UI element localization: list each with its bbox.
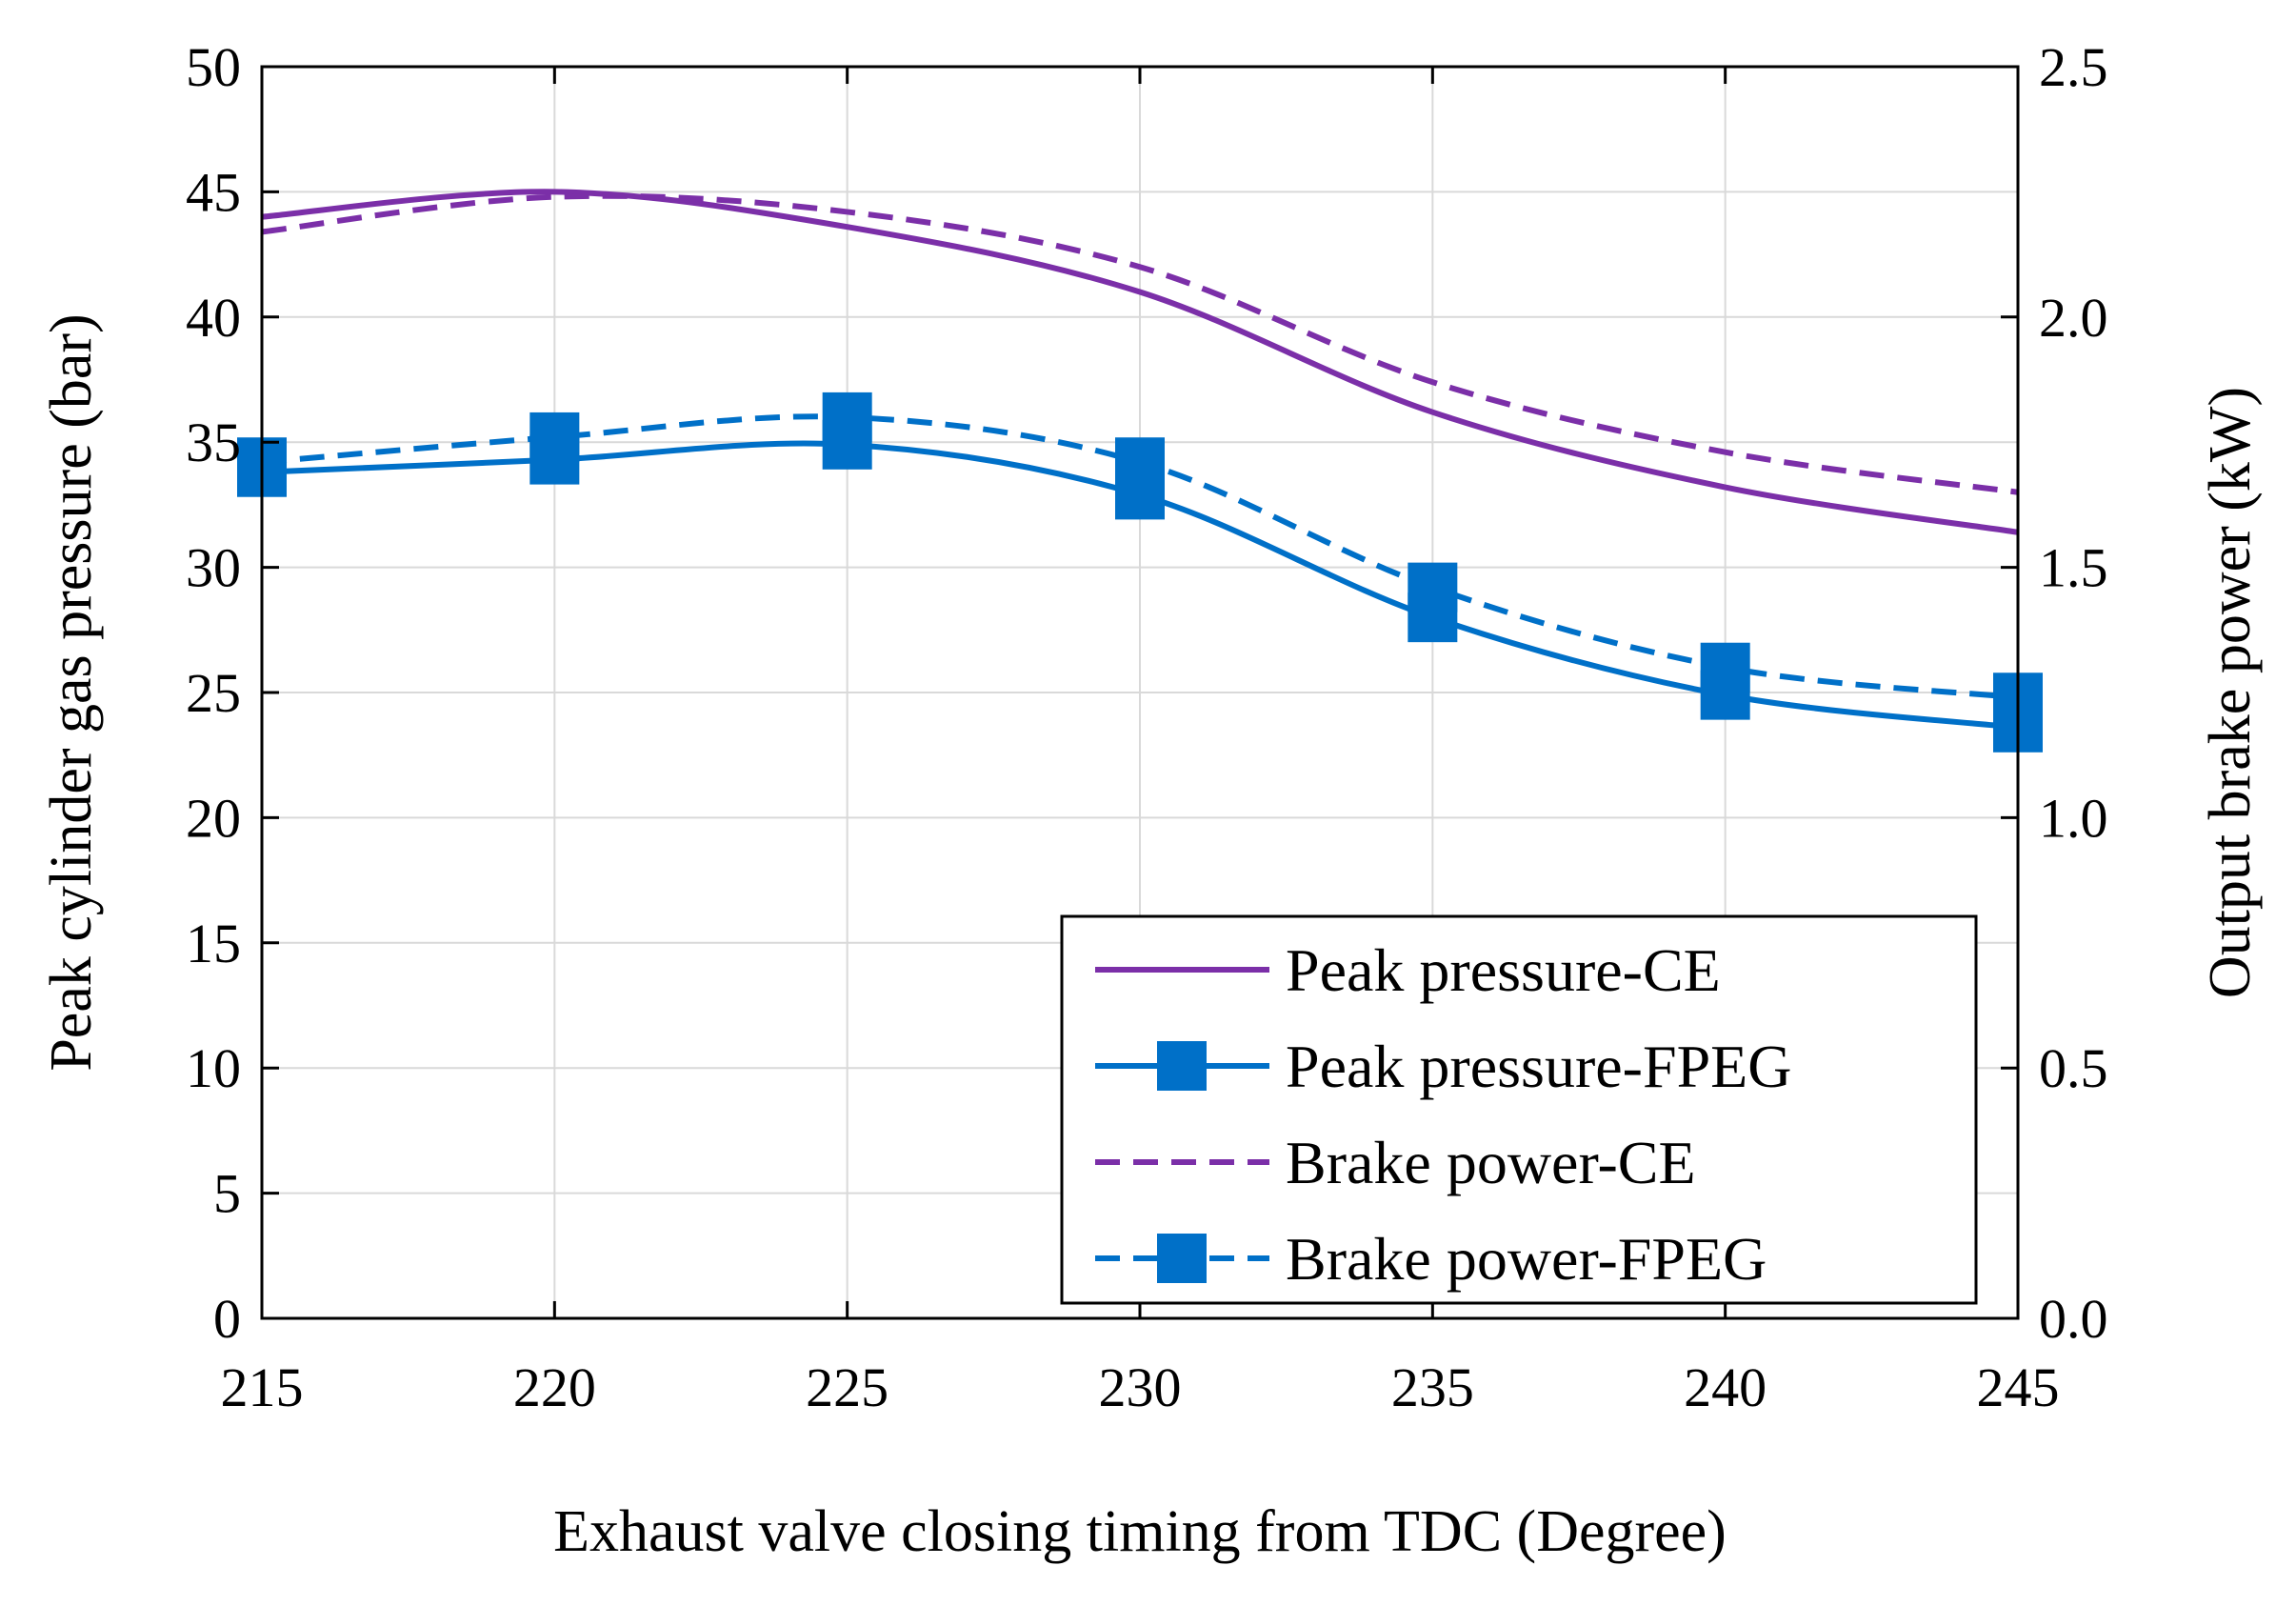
data-point-brake-power-fpeg [1408,562,1458,612]
series-peak-pressure-ce [261,189,2019,535]
x-tick-label: 220 [513,1356,596,1418]
y-tick-label: 15 [186,913,241,974]
y-tick-label: 40 [186,287,241,349]
series-brake-power-ce [261,192,2019,495]
y-tick-label: 10 [186,1037,241,1099]
y-tick-label: 30 [186,537,241,599]
y2-tick-label: 2.0 [2039,287,2108,349]
y-tick-label: 5 [213,1163,241,1225]
x-tick-label: 240 [1684,1356,1767,1418]
legend-label: Brake power-CE [1286,1129,1696,1196]
data-point-brake-power-fpeg [1700,642,1750,693]
data-point-brake-power-fpeg [1115,437,1165,488]
x-tick-label: 225 [806,1356,888,1418]
x-tick-label: 235 [1391,1356,1474,1418]
data-point-brake-power-fpeg [822,391,872,442]
legend-label: Peak pressure-FPEG [1286,1033,1791,1100]
legend-label: Brake power-FPEG [1286,1225,1767,1293]
y-tick-label: 25 [186,662,241,724]
legend: Peak pressure-CE Peak pressure-FPEG Brake … [1060,914,1978,1305]
x-axis-title: Exhaust valve closing timing from TDC (D… [553,1499,1727,1564]
series-line-peak-pressure-ce [261,189,2019,535]
axis-ticks [260,65,2020,1320]
series-line-brake-power-ce [261,192,2019,495]
y-tick-label: 20 [186,787,241,849]
x-tick-label: 245 [1977,1356,2060,1418]
tick-labels: 215 220 225 230 235 240 245 0 5 10 15 20 25 30 35 40 45 5… [186,36,2108,1418]
legend-item-brake-power-fpeg: Brake power-FPEG [1095,1225,1767,1293]
series-layer [237,189,2043,753]
legend-item-peak-pressure-fpeg: Peak pressure-FPEG [1095,1033,1791,1100]
series-brake-power-fpeg [237,391,2043,723]
y2-tick-label: 0.5 [2039,1037,2108,1099]
x-tick-label: 215 [221,1356,304,1418]
y2-tick-label: 1.0 [2039,787,2108,849]
legend-marker [1157,1041,1207,1091]
legend-marker [1157,1234,1207,1283]
y-axis-title: Peak cylinder gas pressure (bar) [39,313,104,1071]
legend-label: Peak pressure-CE [1286,936,1721,1004]
y-tick-label: 50 [186,36,241,98]
y-tick-label: 0 [213,1288,241,1350]
y-tick-label: 35 [186,412,241,473]
y2-tick-label: 0.0 [2039,1288,2108,1350]
y2-axis-title: Output brake power (kW) [2198,387,2263,998]
legend-item-brake-power-ce: Brake power-CE [1095,1129,1696,1196]
y2-tick-label: 1.5 [2039,537,2108,599]
y2-tick-label: 2.5 [2039,36,2108,98]
y-tick-label: 45 [186,161,241,223]
legend-item-peak-pressure-ce: Peak pressure-CE [1095,936,1721,1004]
data-point-brake-power-fpeg [529,412,580,462]
x-tick-label: 230 [1099,1356,1182,1418]
legend-box [1060,914,1978,1305]
